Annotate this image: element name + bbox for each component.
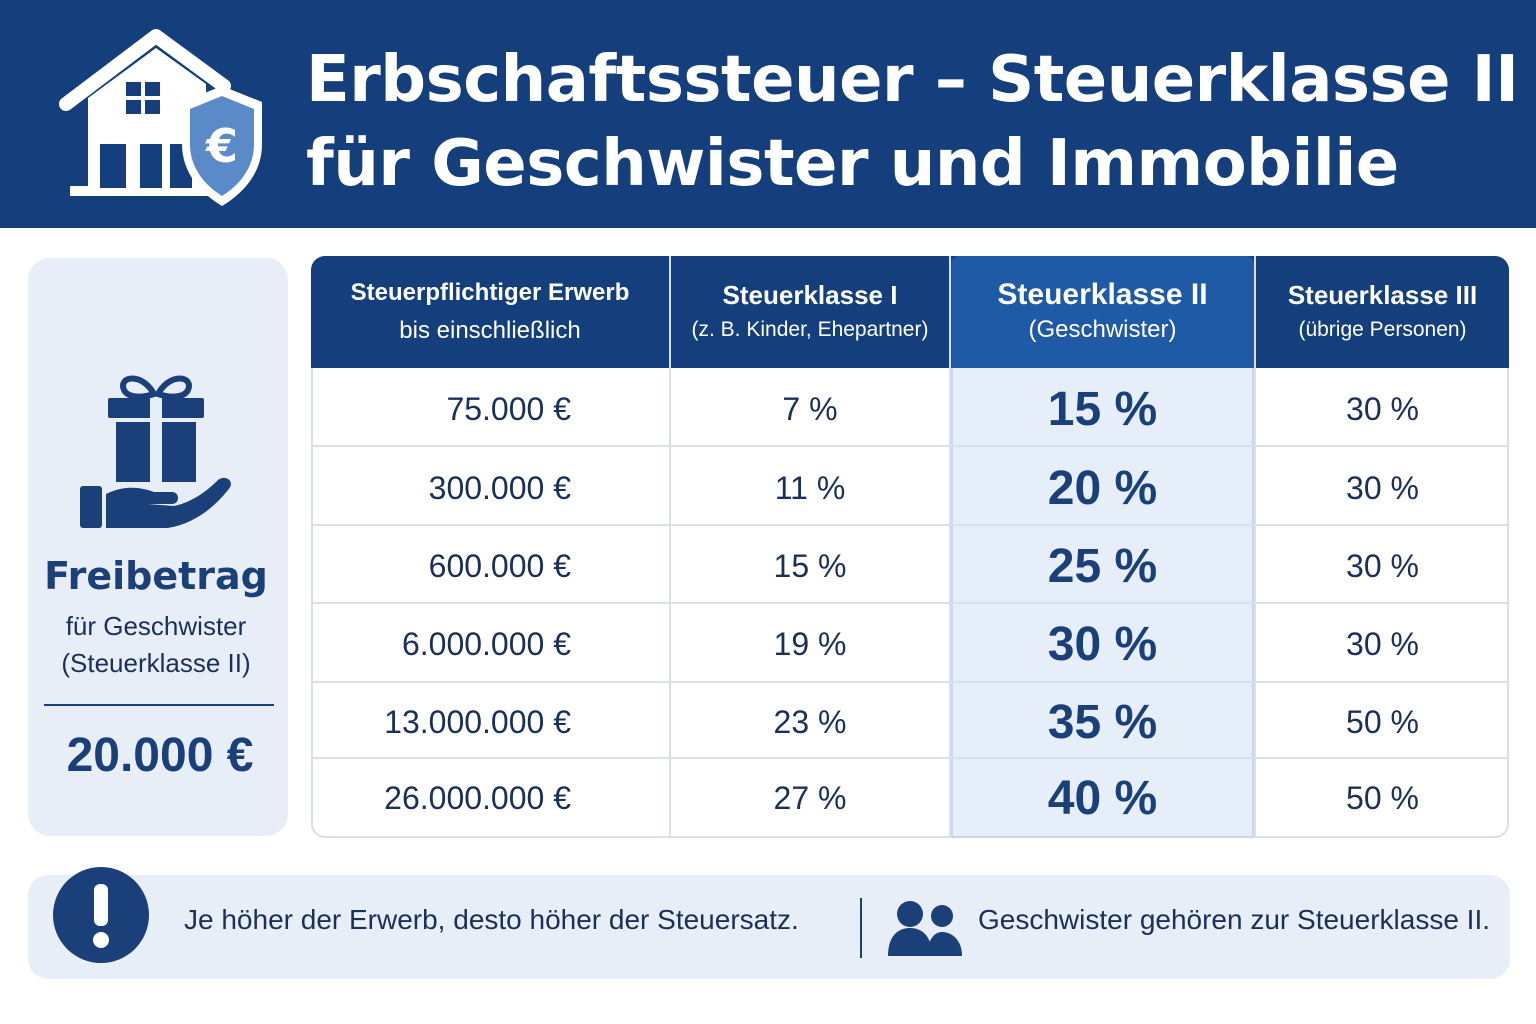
amount-cell: 75.000 € xyxy=(446,390,571,427)
rate-cell-klasse-ii: 30 % xyxy=(1047,617,1158,671)
note-tax-progression: Je höher der Erwerb, desto höher der Ste… xyxy=(184,904,799,935)
row-divider xyxy=(313,524,1507,526)
freibetrag-subtitle: für Geschwister (Steuerklasse II) xyxy=(28,608,284,682)
gift-hand-icon xyxy=(80,375,231,528)
amount-cell: 6.000.000 € xyxy=(401,625,571,662)
rate-cell-klasse-i: 11 % xyxy=(774,469,846,506)
rate-cell-klasse-iii: 30 % xyxy=(1346,547,1419,584)
row-divider xyxy=(313,681,1507,683)
column-divider xyxy=(949,256,951,838)
euro-shield-icon: € xyxy=(182,86,262,206)
rate-cell-klasse-iii: 50 % xyxy=(1346,779,1419,816)
rate-cell-klasse-iii: 30 % xyxy=(1346,390,1419,427)
footer-notes xyxy=(28,875,1510,979)
column-header-title: Steuerklasse III xyxy=(1287,280,1478,310)
row-divider xyxy=(313,602,1507,604)
freibetrag-subtitle-line-1: für Geschwister xyxy=(65,611,247,641)
column-header-subtitle: (Geschwister) xyxy=(1028,316,1177,343)
note-siblings-class: Geschwister gehören zur Steuerklasse II. xyxy=(978,904,1491,935)
amount-cell: 13.000.000 € xyxy=(384,703,571,740)
exclamation-icon xyxy=(53,867,149,963)
freibetrag-card: Freibetrag für Geschwister (Steuerklasse… xyxy=(28,258,288,836)
column-divider xyxy=(669,256,671,838)
page-title: Erbschaftssteuer – Steuerklasse II für G… xyxy=(306,38,1519,206)
rate-cell-klasse-iii: 30 % xyxy=(1346,625,1419,662)
people-icon xyxy=(888,901,962,956)
rate-cell-klasse-i: 23 % xyxy=(773,703,847,740)
column-header-erwerb: Steuerpflichtiger Erwerb bis einschließl… xyxy=(311,256,669,368)
rate-cell-klasse-ii: 25 % xyxy=(1047,539,1158,593)
rate-cell-klasse-i: 15 % xyxy=(773,547,847,584)
rate-cell-klasse-ii: 35 % xyxy=(1047,695,1158,749)
rate-cell-klasse-ii: 15 % xyxy=(1047,382,1158,436)
footer-divider xyxy=(860,898,862,958)
rate-cell-klasse-ii: 40 % xyxy=(1047,771,1158,825)
column-header-title: Steuerpflichtiger Erwerb xyxy=(350,279,630,306)
house-icon xyxy=(59,29,231,196)
rate-cell-klasse-i: 7 % xyxy=(782,390,838,427)
amount-cell: 600.000 € xyxy=(428,547,571,584)
column-header-subtitle: (übrige Personen) xyxy=(1298,318,1467,341)
freibetrag-divider xyxy=(44,704,274,706)
rate-cell-klasse-i: 19 % xyxy=(773,625,847,662)
svg-text:€: € xyxy=(205,119,238,173)
row-divider xyxy=(313,757,1507,759)
rate-cell-klasse-i: 27 % xyxy=(773,779,847,816)
row-divider xyxy=(313,445,1507,447)
amount-cell: 300.000 € xyxy=(428,469,571,506)
amount-cell: 26.000.000 € xyxy=(384,779,571,816)
column-header-title: Steuerklasse II xyxy=(997,278,1208,311)
freibetrag-subtitle-line-2: (Steuerklasse II) xyxy=(61,648,251,678)
column-header-steuerklasse-i: Steuerklasse I (z. B. Kinder, Ehepartner… xyxy=(671,256,949,368)
rate-cell-klasse-iii: 30 % xyxy=(1346,469,1419,506)
freibetrag-title: Freibetrag xyxy=(44,554,268,598)
column-header-subtitle: bis einschließlich xyxy=(399,317,581,344)
table-header xyxy=(311,256,1509,368)
column-header-steuerklasse-ii: Steuerklasse II (Geschwister) xyxy=(951,256,1254,368)
rate-cell-klasse-ii: 20 % xyxy=(1047,461,1158,515)
column-header-steuerklasse-iii: Steuerklasse III (übrige Personen) xyxy=(1256,256,1509,368)
title-line-2: für Geschwister und Immobilie xyxy=(306,127,1399,201)
column-header-subtitle: (z. B. Kinder, Ehepartner) xyxy=(691,318,929,341)
column-divider xyxy=(1254,256,1256,838)
freibetrag-amount: 20.000 € xyxy=(66,729,254,782)
column-header-title: Steuerklasse I xyxy=(722,280,898,310)
title-line-1: Erbschaftssteuer – Steuerklasse II xyxy=(306,43,1519,117)
rate-cell-klasse-iii: 50 % xyxy=(1346,703,1419,740)
